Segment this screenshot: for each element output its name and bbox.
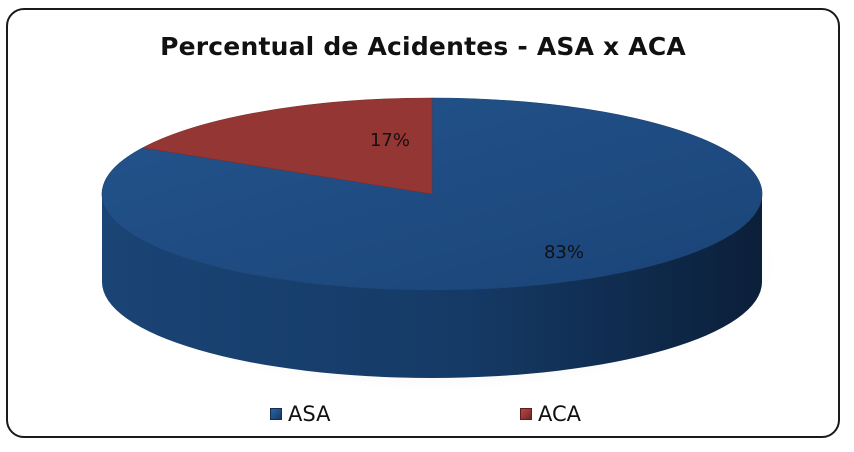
pie-slice-aca xyxy=(141,97,433,195)
chart-frame: Percentual de Acidentes - ASA x ACA 83% 1… xyxy=(6,8,840,438)
legend-swatch-asa xyxy=(270,408,282,420)
legend-label-asa: ASA xyxy=(288,402,331,426)
legend-swatch-aca xyxy=(520,408,532,420)
pie-side-asa xyxy=(102,194,762,378)
pie-slice-asa xyxy=(101,97,763,291)
legend: ASA ACA xyxy=(8,402,838,432)
legend-label-aca: ACA xyxy=(538,402,582,426)
data-label-aca: 17% xyxy=(370,130,410,151)
data-label-asa: 83% xyxy=(544,242,584,263)
chart-title: Percentual de Acidentes - ASA x ACA xyxy=(160,32,686,61)
legend-item-asa: ASA xyxy=(270,402,330,426)
pie-chart: 83% 17% xyxy=(96,97,776,390)
legend-item-aca: ACA xyxy=(520,402,581,426)
